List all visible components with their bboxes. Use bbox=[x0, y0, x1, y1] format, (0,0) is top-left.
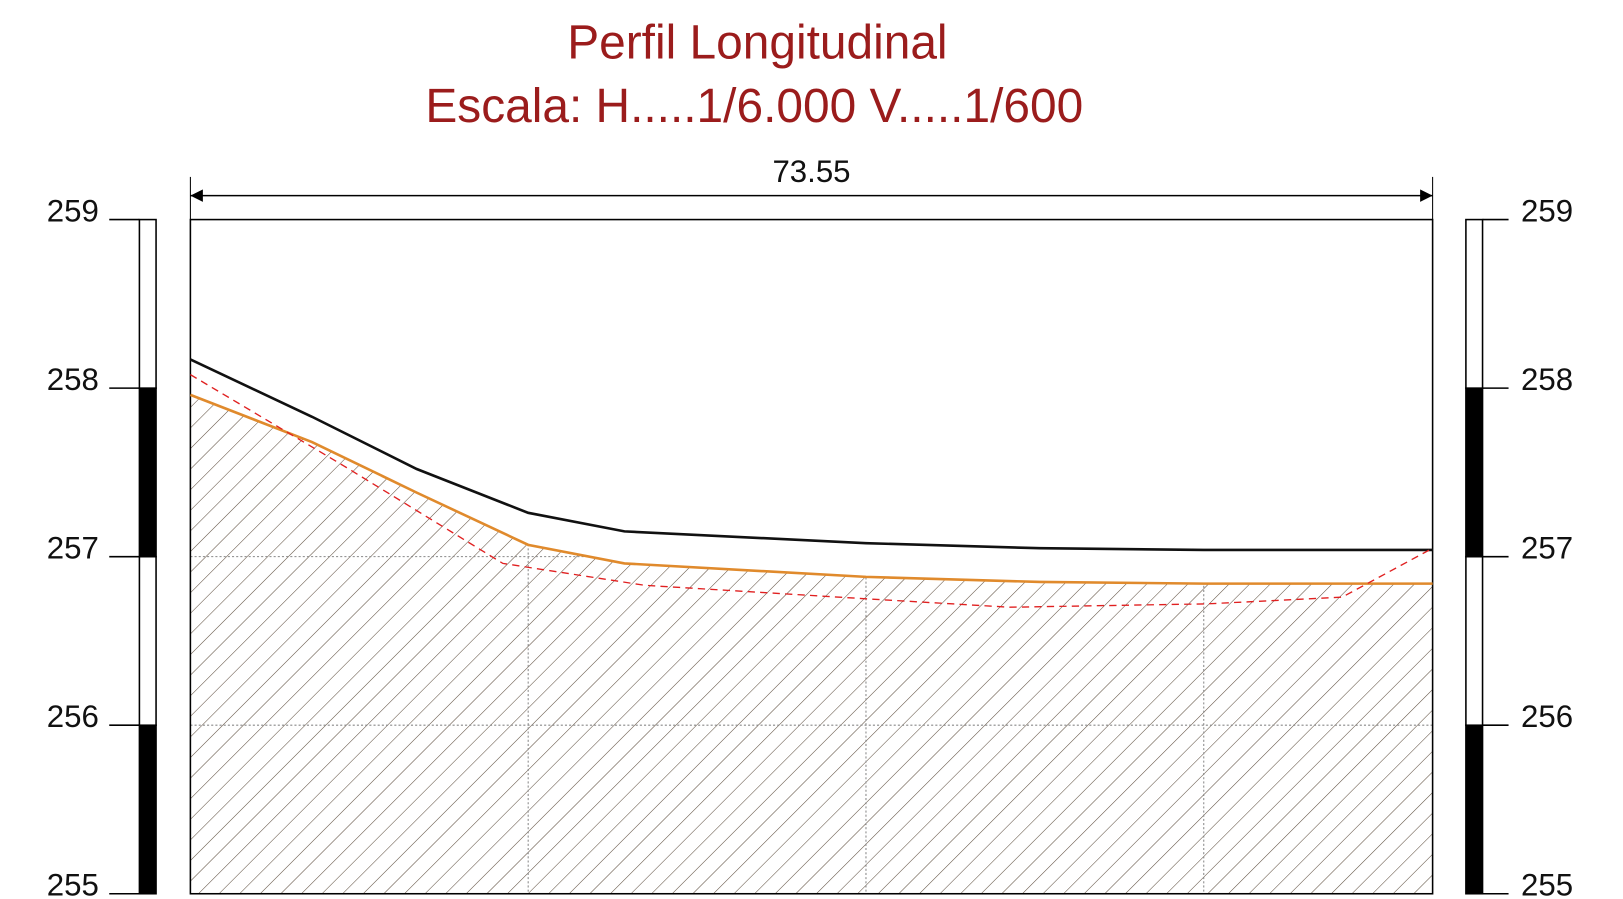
scale-bar-segment bbox=[138, 218, 157, 389]
scale-bar-segment bbox=[1465, 724, 1484, 895]
scale-bar-segment bbox=[1465, 387, 1484, 558]
hatch-area bbox=[190, 394, 1433, 894]
plot-frame bbox=[189, 218, 1434, 895]
profile-line bbox=[189, 393, 1433, 585]
scale-bar-segment bbox=[138, 724, 157, 895]
y-tick-label: 256 bbox=[1521, 699, 1573, 734]
y-tick-label: 259 bbox=[47, 194, 99, 229]
y-tick-label: 258 bbox=[47, 362, 99, 397]
scale-bar-segment bbox=[138, 387, 157, 558]
y-tick-label: 259 bbox=[1521, 194, 1573, 229]
y-tick-label: 256 bbox=[47, 699, 99, 734]
dimension-label: 73.55 bbox=[772, 154, 850, 189]
scale-bar-segment bbox=[138, 555, 157, 726]
profile-line bbox=[189, 358, 1433, 552]
chart-title: Perfil Longitudinal bbox=[567, 16, 947, 69]
profile-line bbox=[190, 374, 1433, 608]
y-tick-label: 258 bbox=[1521, 362, 1573, 397]
y-tick-label: 257 bbox=[47, 531, 99, 566]
y-tick-label: 257 bbox=[1521, 531, 1573, 566]
y-tick-label: 255 bbox=[47, 868, 99, 899]
scale-bar-segment bbox=[1465, 218, 1484, 389]
scale-bar-segment bbox=[1465, 555, 1484, 726]
chart-subtitle: Escala: H.....1/6.000 V.....1/600 bbox=[425, 80, 1083, 133]
y-tick-label: 255 bbox=[1521, 868, 1573, 899]
